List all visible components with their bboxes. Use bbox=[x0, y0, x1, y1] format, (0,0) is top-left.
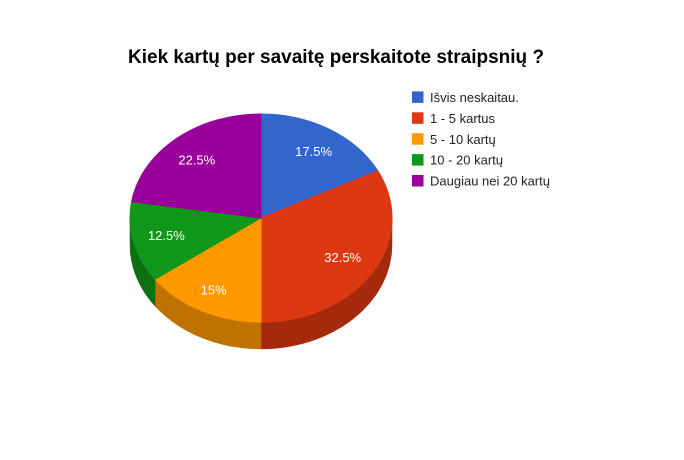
svg-text:22.5%: 22.5% bbox=[178, 152, 215, 167]
svg-text:10 - 20 kartų: 10 - 20 kartų bbox=[430, 153, 503, 168]
svg-text:12.5%: 12.5% bbox=[148, 228, 185, 243]
svg-text:Išvis neskaitau.: Išvis neskaitau. bbox=[430, 90, 519, 105]
svg-text:1 - 5 kartus: 1 - 5 kartus bbox=[430, 111, 496, 126]
svg-text:15%: 15% bbox=[201, 283, 227, 298]
svg-text:17.5%: 17.5% bbox=[295, 144, 332, 159]
svg-text:5 - 10 kartų: 5 - 10 kartų bbox=[430, 132, 496, 147]
svg-text:32.5%: 32.5% bbox=[324, 250, 361, 265]
svg-text:Kiek kartų per savaitę perskai: Kiek kartų per savaitę perskaitote strai… bbox=[128, 47, 544, 68]
svg-text:Daugiau nei 20 kartų: Daugiau nei 20 kartų bbox=[430, 174, 550, 189]
